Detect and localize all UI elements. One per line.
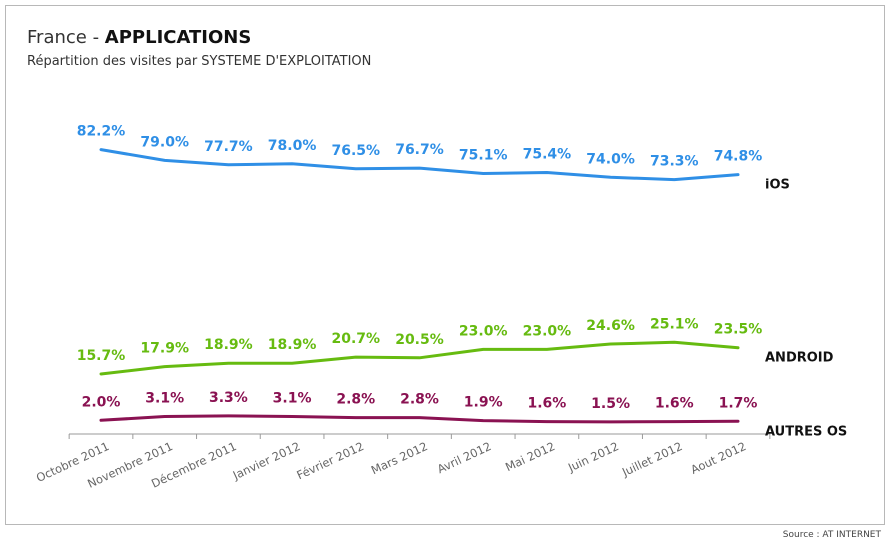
x-tick-label: Juin 2012 [565, 439, 621, 475]
data-label-android: 17.9% [140, 341, 189, 357]
data-label-android: 20.7% [332, 331, 381, 347]
data-label-autres-os: 3.1% [273, 391, 312, 407]
data-label-android: 23.0% [459, 323, 508, 339]
data-label-android: 20.5% [395, 332, 444, 348]
x-ticks [68, 434, 771, 439]
chart-frame [5, 5, 885, 525]
data-label-ios: 79.0% [140, 134, 189, 150]
point-labels: 82.2% 79.0% 77.7% 78.0% 76.5% 76.7% 75.1% 75.4%… [77, 124, 763, 412]
x-tick-label: Février 2012 [294, 439, 366, 482]
x-tick-label: Aout 2012 [688, 439, 748, 477]
data-label-android: 23.5% [714, 322, 763, 338]
chart-subtitle: Répartition des visites par SYSTEME D'EX… [27, 54, 372, 69]
data-label-autres-os: 1.6% [527, 396, 566, 412]
x-tick-label: Mai 2012 [503, 439, 557, 474]
series-line-autres-os [99, 414, 740, 424]
chart-title: France - APPLICATIONS [27, 27, 252, 48]
data-label-ios: 74.8% [714, 149, 763, 165]
series-line-ios [99, 148, 740, 182]
data-label-autres-os: 2.0% [82, 394, 121, 410]
data-label-autres-os: 1.7% [719, 395, 758, 411]
series-name-autres-os: AUTRES OS [765, 424, 847, 439]
data-label-autres-os: 3.1% [145, 391, 184, 407]
data-label-ios: 76.7% [395, 142, 444, 158]
data-label-ios: 73.3% [650, 154, 699, 170]
data-label-ios: 77.7% [204, 139, 253, 155]
data-label-autres-os: 2.8% [336, 392, 375, 408]
x-tick-label: Janvier 2012 [230, 439, 303, 483]
data-label-ios: 75.1% [459, 148, 508, 164]
series-labels: iOS ANDROID AUTRES OS [765, 178, 847, 440]
data-label-autres-os: 3.3% [209, 390, 248, 406]
series-name-ios: iOS [765, 178, 790, 193]
data-label-ios: 82.2% [77, 124, 126, 140]
series-name-android: ANDROID [765, 351, 834, 366]
series-line-android [99, 340, 740, 376]
source-note: Source : AT INTERNET [782, 530, 881, 540]
data-label-ios: 75.4% [523, 147, 572, 163]
x-tick-label: Juillet 2012 [619, 439, 685, 479]
data-label-ios: 76.5% [332, 143, 381, 159]
data-label-autres-os: 1.5% [591, 396, 630, 412]
data-label-android: 24.6% [586, 318, 635, 334]
x-tick-label: Avril 2012 [435, 439, 494, 476]
data-label-android: 18.9% [204, 337, 253, 353]
data-label-autres-os: 1.6% [655, 396, 694, 412]
data-label-android: 25.1% [650, 316, 699, 332]
data-label-android: 18.9% [268, 337, 317, 353]
x-tick-label: Mars 2012 [369, 439, 430, 477]
data-label-ios: 78.0% [268, 138, 317, 154]
data-label-android: 15.7% [77, 348, 126, 364]
series-lines [99, 148, 740, 424]
data-label-ios: 74.0% [586, 151, 635, 167]
data-label-autres-os: 2.8% [400, 392, 439, 408]
data-label-autres-os: 1.9% [464, 395, 503, 411]
data-label-android: 23.0% [523, 323, 572, 339]
